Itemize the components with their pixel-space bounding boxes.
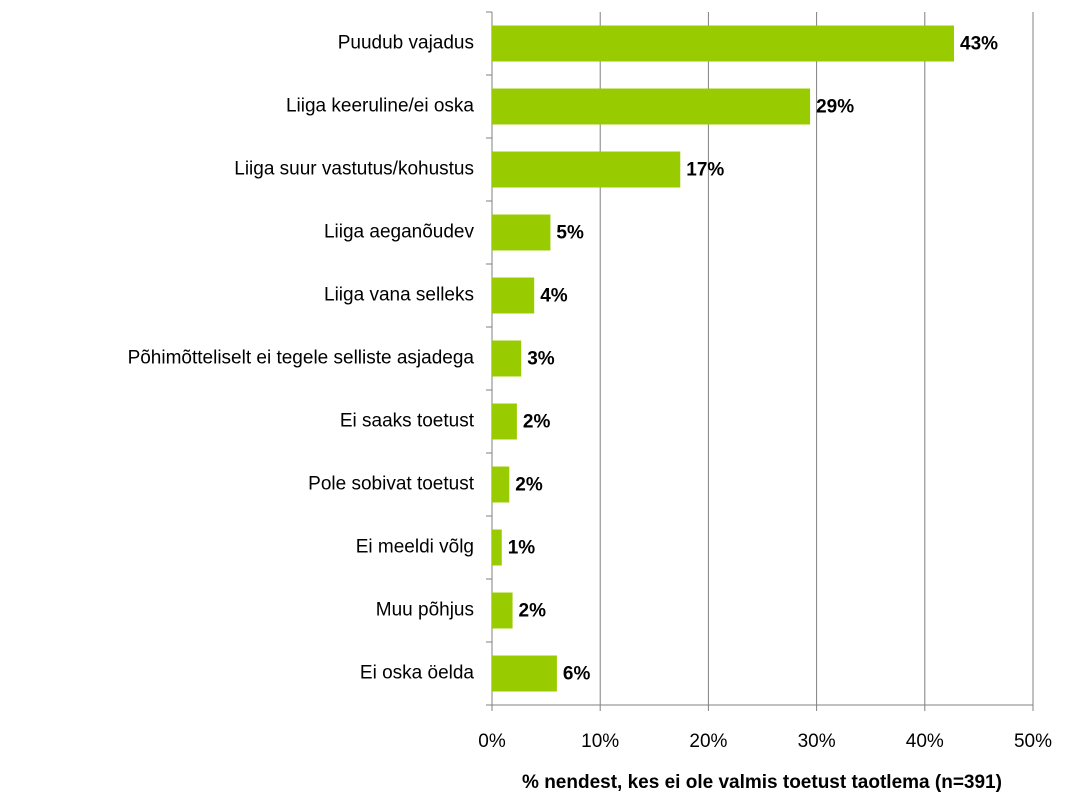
x-tick-label: 10% — [581, 731, 619, 752]
value-label: 3% — [527, 349, 555, 370]
value-label: 43% — [960, 34, 998, 55]
value-label: 1% — [508, 538, 536, 559]
bar — [492, 214, 551, 251]
y-tick-label: Muu põhjus — [376, 600, 474, 621]
y-tick-label: Ei oska öelda — [360, 663, 475, 684]
value-label: 17% — [686, 160, 724, 181]
y-tick-label: Liiga aeganõudev — [324, 222, 475, 243]
y-tick-label: Ei meeldi võlg — [356, 537, 474, 558]
bar — [492, 466, 510, 503]
value-label: 6% — [563, 664, 591, 685]
value-label: 29% — [816, 97, 854, 118]
value-label: 2% — [523, 412, 551, 433]
value-label: 2% — [519, 601, 547, 622]
x-tick-label: 30% — [798, 731, 836, 752]
y-tick-label: Puudub vajadus — [338, 33, 474, 54]
bar — [492, 340, 522, 377]
y-tick-label: Pole sobivat toetust — [308, 474, 475, 495]
bar — [492, 151, 681, 188]
bar — [492, 529, 502, 566]
y-tick-label: Liiga vana selleks — [324, 285, 474, 306]
x-axis-title: % nendest, kes ei ole valmis toetust tao… — [522, 772, 1002, 793]
value-label: 2% — [515, 475, 543, 496]
bar — [492, 277, 535, 314]
x-tick-label: 20% — [689, 731, 727, 752]
bar — [492, 592, 513, 629]
bar — [492, 25, 955, 62]
bar — [492, 88, 811, 125]
x-tick-label: 0% — [478, 731, 506, 752]
y-tick-label: Liiga suur vastutus/kohustus — [234, 159, 474, 180]
bar — [492, 403, 517, 440]
x-tick-label: 50% — [1014, 731, 1052, 752]
y-tick-label: Liiga keeruline/ei oska — [286, 96, 474, 117]
y-tick-label: Ei saaks toetust — [340, 411, 475, 432]
value-label: 5% — [556, 223, 584, 244]
x-tick-label: 40% — [906, 731, 944, 752]
value-label: 4% — [540, 286, 568, 307]
bar — [492, 655, 557, 692]
y-tick-label: Põhimõtteliselt ei tegele selliste asjad… — [128, 348, 475, 369]
